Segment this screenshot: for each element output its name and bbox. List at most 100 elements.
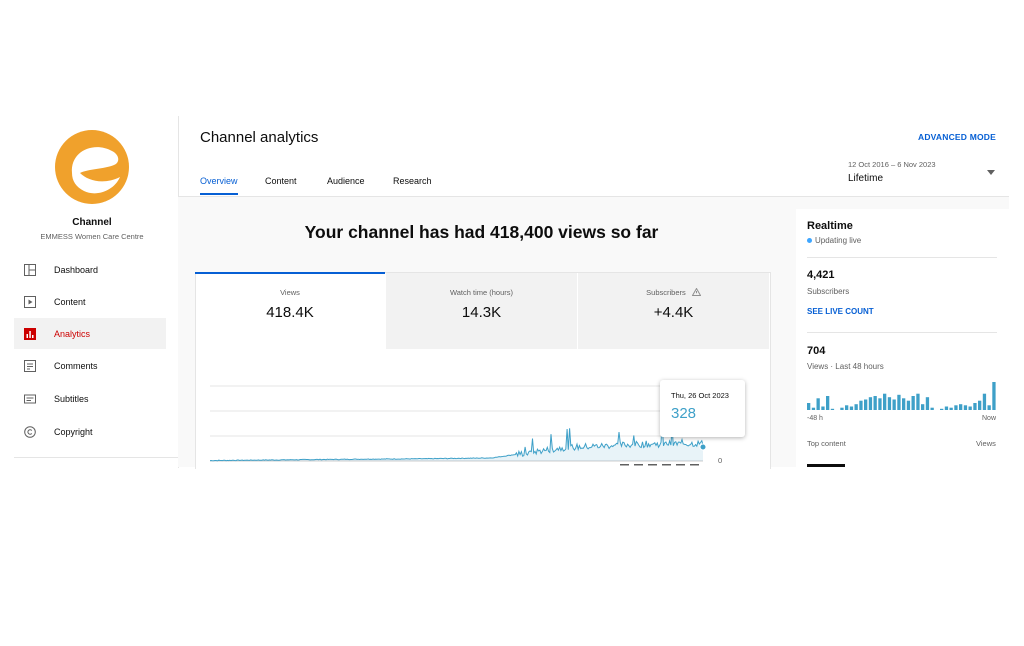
- realtime-bar[interactable]: [878, 398, 882, 410]
- views-headline: Your channel has had 418,400 views so fa…: [304, 222, 659, 242]
- channel-label: Channel: [72, 217, 112, 228]
- advanced-mode-button[interactable]: ADVANCED MODE: [918, 132, 997, 142]
- realtime-bar[interactable]: [840, 407, 844, 410]
- realtime-bar[interactable]: [968, 406, 972, 411]
- chart-series-line: [210, 424, 704, 462]
- tab-audience[interactable]: Audience: [327, 176, 365, 186]
- realtime-bar[interactable]: [892, 399, 896, 411]
- realtime-bar[interactable]: [940, 408, 944, 410]
- realtime-bar[interactable]: [963, 405, 968, 410]
- realtime-views-count: 704: [807, 345, 826, 357]
- realtime-bar[interactable]: [845, 405, 849, 410]
- realtime-bar[interactable]: [978, 400, 982, 410]
- subscriber-label: Subscribers: [807, 287, 850, 296]
- sidebar-item-label: Analytics: [54, 328, 91, 339]
- tab-content[interactable]: Content: [265, 176, 297, 186]
- realtime-bar-chart[interactable]: [807, 380, 997, 410]
- chart-grid: [210, 385, 703, 462]
- metric-title: Views: [280, 288, 300, 297]
- realtime-bar[interactable]: [902, 398, 906, 410]
- sidebar-divider: [14, 457, 178, 458]
- realtime-bar[interactable]: [859, 400, 863, 410]
- tooltip-value: 328: [671, 405, 697, 422]
- metric-value: 418.4K: [266, 304, 314, 321]
- dashboard-icon: [24, 263, 36, 276]
- realtime-bar[interactable]: [930, 407, 934, 410]
- chart-tooltip: Thu, 26 Oct 2023 328: [660, 380, 745, 437]
- sidebar-item-subtitles[interactable]: Subtitles: [14, 383, 166, 414]
- realtime-bar[interactable]: [811, 407, 816, 410]
- realtime-bar[interactable]: [906, 400, 911, 410]
- views-chart[interactable]: [210, 378, 730, 468]
- realtime-bar[interactable]: [849, 406, 854, 411]
- warning-icon[interactable]: [691, 287, 702, 296]
- sidebar-item-label: Dashboard: [54, 264, 99, 275]
- realtime-bar[interactable]: [992, 382, 996, 410]
- realtime-bar[interactable]: [949, 407, 953, 410]
- realtime-bar[interactable]: [921, 404, 925, 410]
- sidebar-item-label: Comments: [54, 360, 98, 371]
- sidebar-item-comments[interactable]: Comments: [14, 350, 166, 381]
- realtime-divider: [807, 257, 997, 258]
- chevron-down-icon[interactable]: [987, 170, 995, 175]
- content-icon: [24, 295, 36, 308]
- top-content-label: Top content: [807, 439, 846, 448]
- realtime-bar[interactable]: [987, 405, 991, 410]
- channel-avatar[interactable]: [54, 129, 130, 205]
- channel-name: EMMESS Women Care Centre: [40, 232, 144, 241]
- comments-icon: [24, 359, 36, 372]
- realtime-bar[interactable]: [897, 394, 901, 410]
- page-title: Channel analytics: [200, 129, 319, 146]
- tab-research[interactable]: Research: [393, 176, 432, 186]
- sidebar-item-analytics[interactable]: Analytics: [14, 318, 166, 349]
- realtime-bar[interactable]: [864, 399, 868, 411]
- realtime-bar[interactable]: [816, 398, 820, 410]
- realtime-bar[interactable]: [982, 393, 987, 410]
- copyright-icon: [24, 425, 36, 438]
- date-range[interactable]: 12 Oct 2016 – 6 Nov 2023: [848, 160, 936, 169]
- realtime-card: [796, 209, 1009, 467]
- realtime-bar[interactable]: [925, 397, 930, 410]
- sidebar-item-label: Subtitles: [54, 393, 89, 404]
- chart-area: [210, 424, 703, 461]
- sidebar-item-dashboard[interactable]: Dashboard: [14, 254, 166, 285]
- chart-hover-point[interactable]: [699, 443, 707, 451]
- tab-overview[interactable]: Overview: [200, 176, 238, 186]
- tooltip-date: Thu, 26 Oct 2023: [671, 391, 729, 400]
- sidebar-item-copyright[interactable]: Copyright: [14, 416, 166, 447]
- metric-subscribers[interactable]: Subscribers +4.4K: [578, 273, 769, 349]
- metric-title: Watch time (hours): [449, 288, 514, 297]
- sidebar-item-content[interactable]: Content: [14, 286, 166, 317]
- realtime-bar[interactable]: [873, 396, 877, 410]
- realtime-bar[interactable]: [944, 406, 949, 411]
- realtime-bar[interactable]: [830, 408, 835, 410]
- top-content-thumbnail[interactable]: [807, 464, 845, 467]
- realtime-x-end: Now: [982, 415, 997, 422]
- metric-watch-time[interactable]: Watch time (hours) 14.3K: [386, 273, 577, 349]
- realtime-bar[interactable]: [807, 403, 811, 410]
- date-preset[interactable]: Lifetime: [848, 173, 884, 184]
- realtime-bar[interactable]: [868, 397, 873, 410]
- realtime-x-start: -48 h: [807, 415, 823, 422]
- realtime-bar[interactable]: [854, 404, 858, 410]
- realtime-title: Realtime: [807, 220, 853, 232]
- active-tab-indicator: [200, 193, 238, 195]
- subtitles-icon: [24, 393, 36, 405]
- tabs-divider: [178, 196, 1009, 197]
- metric-value: 14.3K: [461, 304, 502, 321]
- realtime-bar[interactable]: [916, 393, 920, 410]
- realtime-bar[interactable]: [954, 405, 958, 410]
- analytics-icon: [24, 327, 36, 340]
- realtime-bar[interactable]: [821, 406, 825, 411]
- realtime-bar[interactable]: [959, 404, 963, 410]
- realtime-bar[interactable]: [826, 396, 830, 410]
- realtime-bar[interactable]: [883, 393, 887, 410]
- see-live-count-link[interactable]: SEE LIVE COUNT: [807, 307, 874, 316]
- live-dot-icon: [807, 238, 812, 243]
- sidebar-item-label: Copyright: [54, 426, 93, 437]
- realtime-bar[interactable]: [973, 403, 977, 410]
- realtime-bar[interactable]: [887, 397, 892, 410]
- metric-title: Subscribers: [646, 288, 686, 297]
- metric-views[interactable]: Views 418.4K: [195, 273, 385, 349]
- realtime-bar[interactable]: [911, 396, 915, 410]
